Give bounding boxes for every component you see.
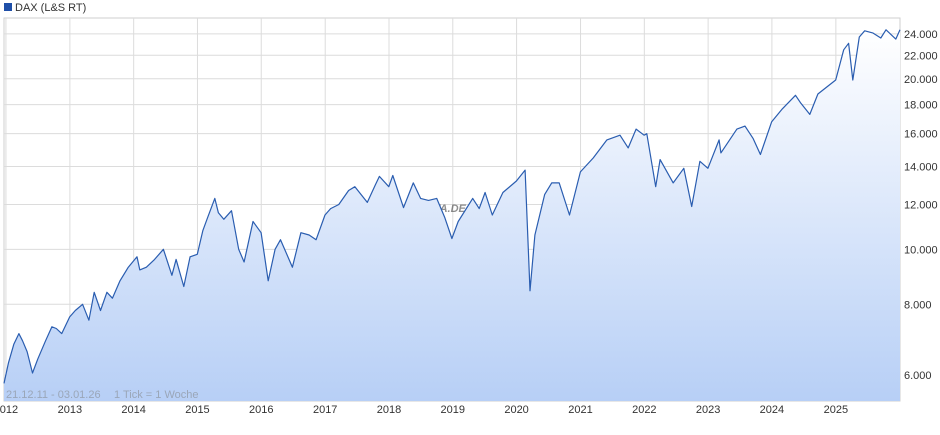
x-tick-label: 2024 <box>760 404 784 416</box>
x-tick-label: 2023 <box>696 404 720 416</box>
x-axis: 2012 2013 2014 2015 2016 2017 2018 2019 2020 2021… <box>0 404 848 416</box>
x-tick-label: 2018 <box>377 404 401 416</box>
y-tick-label: 20.000 <box>904 74 938 86</box>
x-tick-label: 2020 <box>504 404 528 416</box>
x-tick-label: 2021 <box>568 404 592 416</box>
x-tick-label: 2012 <box>0 404 18 416</box>
y-tick-label: 18.000 <box>904 100 938 112</box>
y-axis: 6.000 8.000 10.000 12.000 14.000 16.000 18.000… <box>904 29 938 382</box>
legend-swatch <box>4 3 12 11</box>
y-tick-label: 14.000 <box>904 162 938 174</box>
x-tick-label: 2025 <box>824 404 848 416</box>
legend: DAX (L&S RT) <box>4 2 86 14</box>
y-tick-label: 8.000 <box>904 299 932 311</box>
y-tick-label: 22.000 <box>904 50 938 62</box>
x-tick-label: 2015 <box>185 404 209 416</box>
footer-info: 21.12.11 - 03.01.26 1 Tick = 1 Woche <box>6 389 198 401</box>
x-tick-label: 2017 <box>313 404 337 416</box>
x-tick-label: 2016 <box>249 404 273 416</box>
legend-label: DAX (L&S RT) <box>15 2 86 14</box>
y-tick-label: 12.000 <box>904 199 938 211</box>
series-area <box>4 29 900 402</box>
y-tick-label: 6.000 <box>904 370 932 382</box>
y-tick-label: 24.000 <box>904 29 938 41</box>
period-range: 21.12.11 - 03.01.26 <box>6 389 101 401</box>
x-tick-label: 2014 <box>121 404 145 416</box>
x-tick-label: 2022 <box>632 404 656 416</box>
x-tick-label: 2019 <box>441 404 465 416</box>
y-tick-label: 16.000 <box>904 129 938 141</box>
x-tick-label: 2013 <box>58 404 82 416</box>
tick-info: 1 Tick = 1 Woche <box>114 389 198 401</box>
series-line <box>3 29 901 384</box>
y-tick-label: 10.000 <box>904 244 938 256</box>
